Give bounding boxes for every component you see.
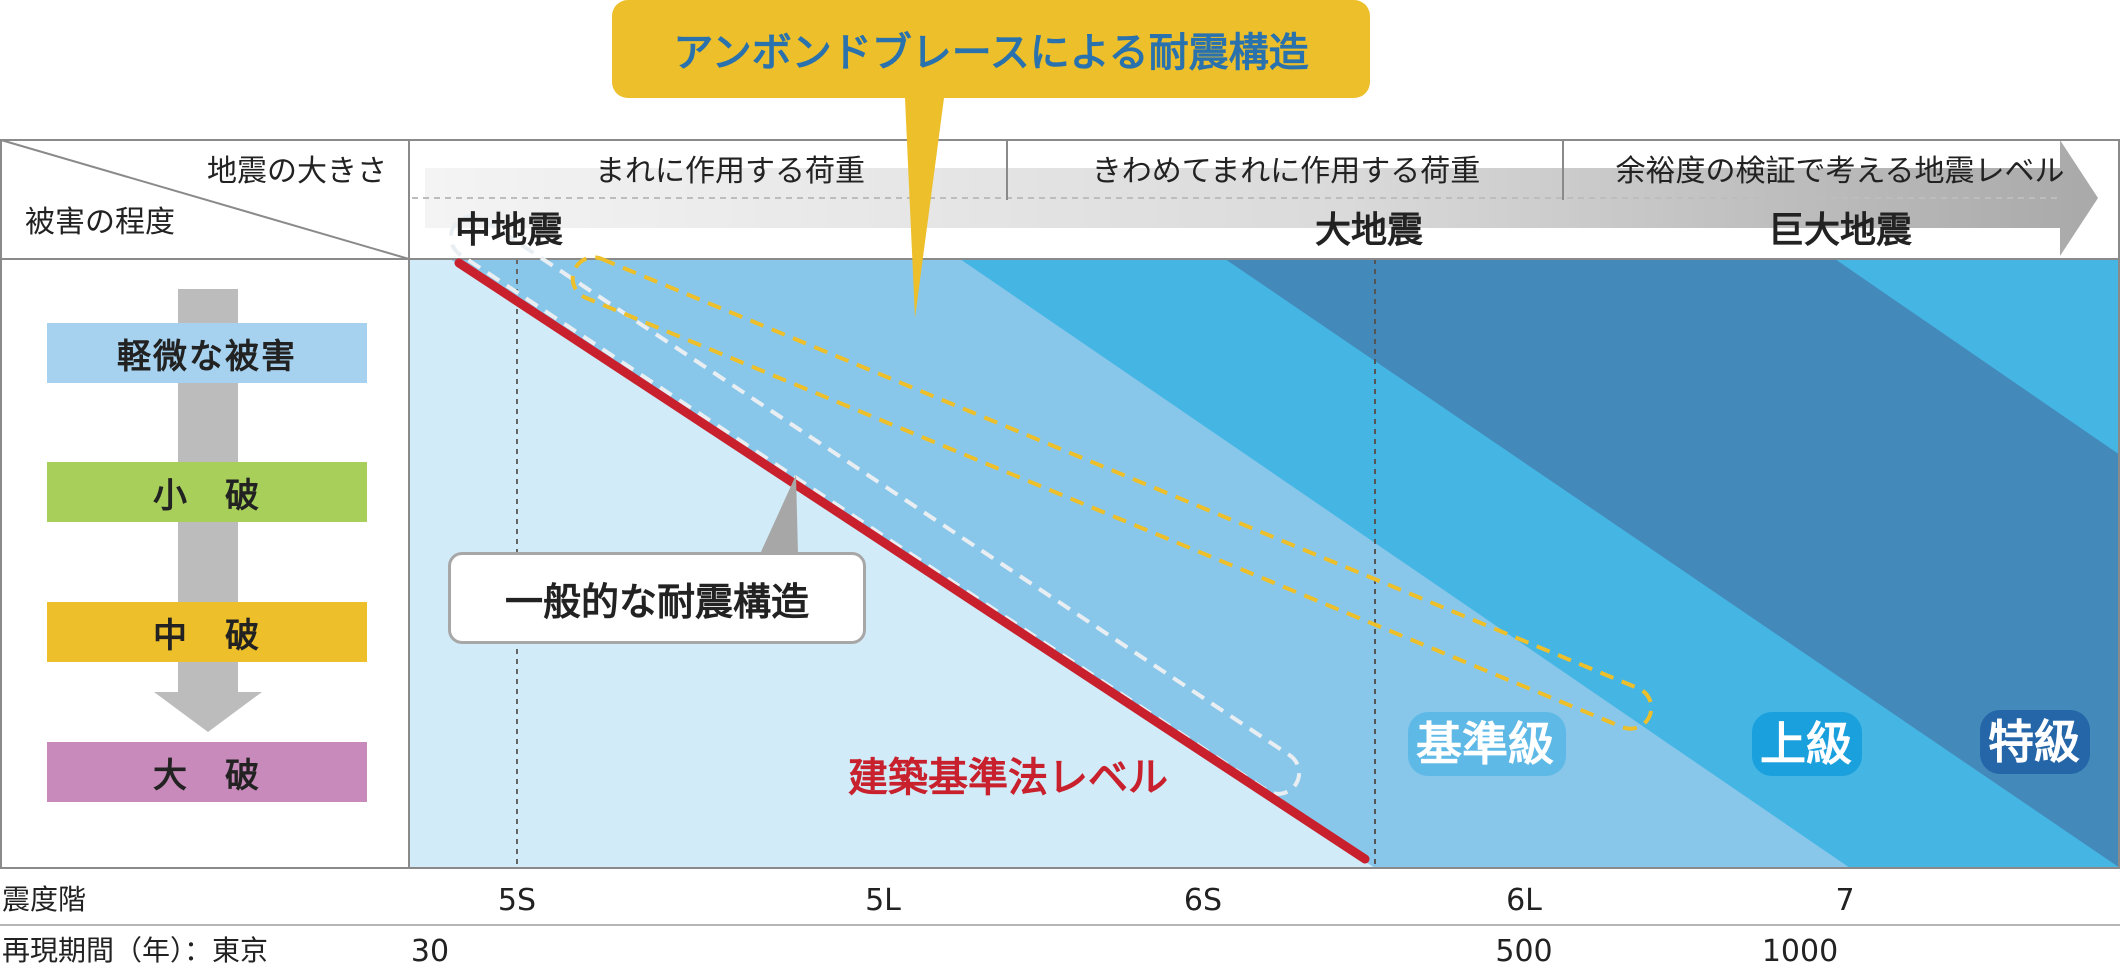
eq-medium-label: 中地震 [455,210,564,251]
load-very-rare-label: きわめてまれに作用する荷重 [1091,154,1481,189]
load-margin-label: 余裕度の検証で考える地震レベル [1615,154,2065,189]
intensity-value: 6S [1183,883,1223,918]
band-dark [1225,259,2120,868]
intensity-value: 5S [497,883,537,918]
damage-medium: 中 破 [47,602,367,662]
return-period-value: 1000 [1761,934,1839,969]
damage-small: 小 破 [47,462,367,522]
general-structure-capsule [448,214,1302,796]
intensity-value: 7 [1835,883,1855,918]
top-callout-pointer [905,98,944,318]
return-period-value: 500 [1495,934,1553,969]
damage-minor: 軽微な被害 [47,323,367,383]
grade-upper-label: 上級 [1760,717,1852,771]
grade-glow-special [1980,710,2090,774]
unbonded-brace-callout: アンボンドブレースによる耐震構造 [612,0,1370,98]
return-period-value: 30 [410,934,450,969]
eq-large-label: 大地震 [1315,210,1424,251]
building-code-line [454,258,1370,864]
return-period-row-label: 再現期間（年）：東京 [2,934,269,967]
grade-glow-standard [1408,712,1566,776]
grade-special-label: 特級 [1988,715,2080,769]
earthquake-size-label: 地震の大きさ [207,154,387,189]
general-structure-callout: 一般的な耐震構造 [448,552,866,644]
general-callout-pointer [760,475,798,554]
eq-huge-label: 巨大地震 [1768,210,1913,251]
grade-glow-upper [1752,712,1862,776]
load-rare-label: まれに作用する荷重 [595,154,865,189]
unbonded-brace-capsule [570,255,1654,731]
damage-degree-label: 被害の程度 [25,205,175,240]
grade-standard-label: 基準級 [1416,717,1554,771]
intensity-row-label: 震度階 [2,883,87,916]
corner-diagonal [0,139,410,260]
building-code-level-label: 建築基準法レベル [848,755,1168,801]
intensity-value: 6L [1506,883,1542,918]
intensity-value: 5L [865,883,901,918]
damage-severe: 大 破 [47,742,367,802]
